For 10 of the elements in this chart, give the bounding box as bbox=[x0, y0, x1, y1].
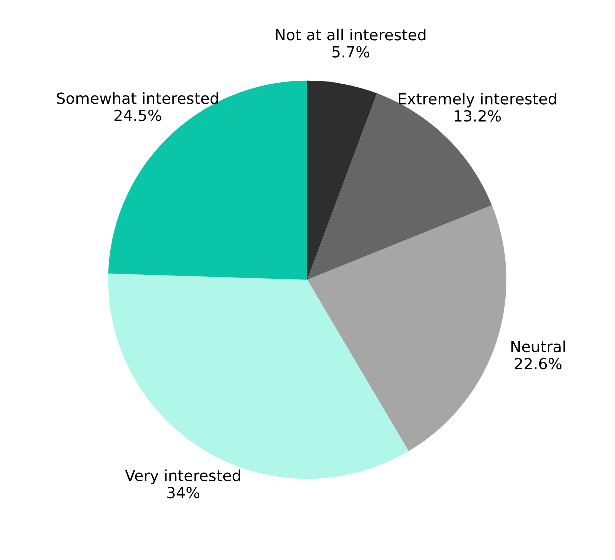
data-label: 34% bbox=[168, 487, 200, 499]
slice-label: Somewhat interested bbox=[57, 92, 218, 104]
data-label: 24.5% bbox=[114, 110, 162, 122]
data-label: 5.7% bbox=[332, 46, 370, 58]
slice-label: Not at all interested bbox=[276, 28, 426, 41]
data-label: 13.2% bbox=[455, 110, 502, 122]
slice-label: Neutral bbox=[512, 340, 566, 353]
data-label: 22.6% bbox=[515, 358, 562, 370]
slice-label: Extremely interested bbox=[399, 92, 556, 108]
slice-label: Very interested bbox=[125, 470, 240, 484]
